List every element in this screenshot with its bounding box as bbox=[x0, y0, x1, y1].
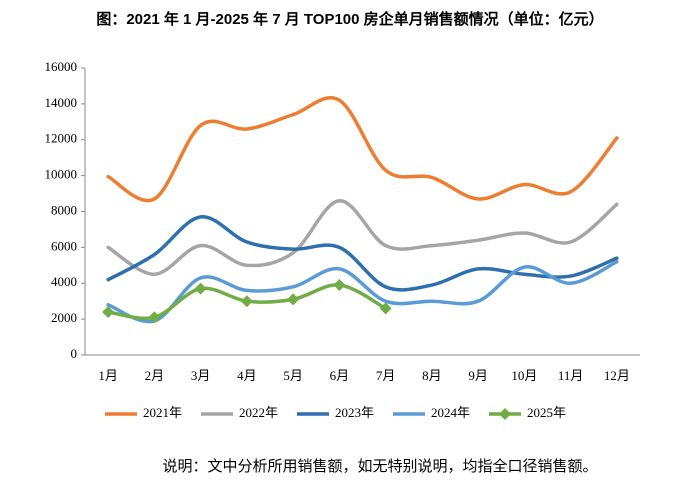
y-tick-label: 14000 bbox=[45, 95, 78, 110]
series-line bbox=[106, 96, 619, 203]
y-tick-label: 8000 bbox=[51, 202, 77, 217]
chart-note: 说明：文中分析所用销售额，如无特别说明，均指全口径销售额。 bbox=[162, 457, 597, 475]
y-tick-label: 0 bbox=[71, 346, 78, 361]
point-marker bbox=[287, 293, 300, 306]
x-tick-label: 3月 bbox=[191, 368, 211, 383]
x-tick-label: 1月 bbox=[98, 368, 118, 383]
x-tick-label: 6月 bbox=[330, 368, 350, 383]
x-tick-label: 10月 bbox=[511, 368, 537, 383]
y-tick-label: 6000 bbox=[51, 238, 77, 253]
point-marker bbox=[333, 279, 346, 292]
y-tick-label: 16000 bbox=[45, 59, 78, 74]
legend-label: 2021年 bbox=[143, 405, 182, 420]
point-marker bbox=[102, 305, 115, 318]
series-line bbox=[106, 215, 619, 292]
legend-label: 2024年 bbox=[431, 405, 470, 420]
legend-label: 2025年 bbox=[527, 405, 566, 420]
point-marker bbox=[379, 302, 392, 315]
x-tick-label: 4月 bbox=[237, 368, 257, 383]
x-tick-label: 2月 bbox=[145, 368, 165, 383]
point-marker bbox=[240, 295, 253, 308]
legend-marker bbox=[499, 408, 511, 420]
x-tick-label: 8月 bbox=[422, 368, 442, 383]
legend-label: 2023年 bbox=[335, 405, 374, 420]
series-line bbox=[106, 259, 619, 324]
y-tick-label: 4000 bbox=[51, 274, 77, 289]
series-line bbox=[106, 198, 619, 277]
x-tick-label: 7月 bbox=[376, 368, 396, 383]
point-marker bbox=[148, 311, 161, 324]
x-tick-label: 5月 bbox=[283, 368, 303, 383]
x-tick-label: 12月 bbox=[604, 368, 630, 383]
x-tick-label: 11月 bbox=[558, 368, 584, 383]
y-tick-label: 2000 bbox=[51, 310, 77, 325]
chart-title: 图：2021 年 1 月-2025 年 7 月 TOP100 房企单月销售额情况… bbox=[96, 10, 603, 28]
y-tick-label: 12000 bbox=[45, 131, 78, 146]
point-marker bbox=[194, 282, 207, 295]
y-tick-label: 10000 bbox=[45, 167, 78, 182]
x-tick-label: 9月 bbox=[468, 368, 488, 383]
legend-label: 2022年 bbox=[239, 405, 278, 420]
